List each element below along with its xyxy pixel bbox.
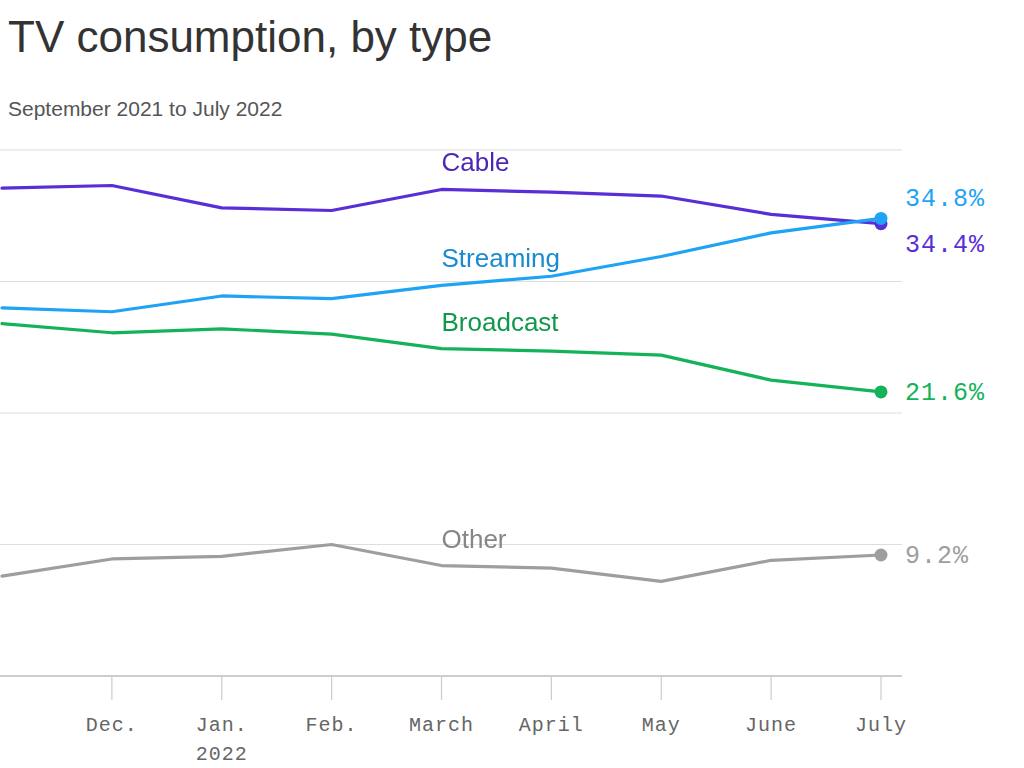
chart-wrap: TV consumption, by type September 2021 to… bbox=[0, 0, 1024, 768]
series-name: Other bbox=[442, 524, 507, 554]
data-label: 21.6% bbox=[905, 379, 985, 408]
series-name: Broadcast bbox=[442, 307, 560, 337]
x-tick-label-line: June bbox=[745, 714, 797, 737]
plot-area bbox=[2, 186, 881, 582]
x-tick bbox=[111, 676, 112, 700]
x-tick-label: June bbox=[745, 714, 797, 737]
series-name: Cable bbox=[442, 147, 510, 177]
x-tick-label: March bbox=[409, 714, 474, 737]
x-tick bbox=[661, 676, 662, 700]
x-tick-label-line: April bbox=[519, 714, 584, 737]
x-tick bbox=[441, 676, 442, 700]
x-tick-label: Feb. bbox=[306, 714, 358, 737]
x-tick-label: July bbox=[855, 714, 907, 737]
x-tick-label: May bbox=[642, 714, 681, 737]
x-tick-label: April bbox=[519, 714, 584, 737]
x-tick-label-line: July bbox=[855, 714, 907, 737]
data-label: 9.2% bbox=[905, 542, 969, 571]
x-tick-label-line: Dec. bbox=[86, 714, 138, 737]
x-tick-label-line: May bbox=[642, 714, 681, 737]
data-label: 34.4% bbox=[905, 231, 985, 260]
title: TV consumption, by type bbox=[8, 12, 492, 61]
x-tick-label: Dec. bbox=[86, 714, 138, 737]
end-dot bbox=[875, 385, 888, 398]
x-tick bbox=[331, 676, 332, 700]
grid-line bbox=[0, 281, 902, 282]
end-dot bbox=[875, 212, 888, 225]
series-line bbox=[2, 218, 881, 311]
x-tick bbox=[551, 676, 552, 700]
subtitle: September 2021 to July 2022 bbox=[8, 97, 282, 120]
x-tick bbox=[771, 676, 772, 700]
x-tick-label-line: 2022 bbox=[196, 743, 248, 766]
end-dot bbox=[875, 549, 888, 562]
x-axis-line bbox=[0, 675, 902, 677]
x-tick bbox=[221, 676, 222, 700]
x-tick bbox=[880, 676, 881, 700]
grid-line bbox=[0, 412, 902, 413]
x-tick-label-line: Jan. bbox=[196, 714, 248, 737]
x-tick-label: Jan. 2022 bbox=[196, 714, 248, 766]
x-tick-label-line: March bbox=[409, 714, 474, 737]
data-label: 34.8% bbox=[905, 185, 985, 214]
x-tick-label-line: Feb. bbox=[306, 714, 358, 737]
series-line bbox=[2, 186, 881, 224]
chart: TV consumption, by type September 2021 to… bbox=[0, 0, 1024, 768]
series-name: Streaming bbox=[442, 243, 561, 273]
